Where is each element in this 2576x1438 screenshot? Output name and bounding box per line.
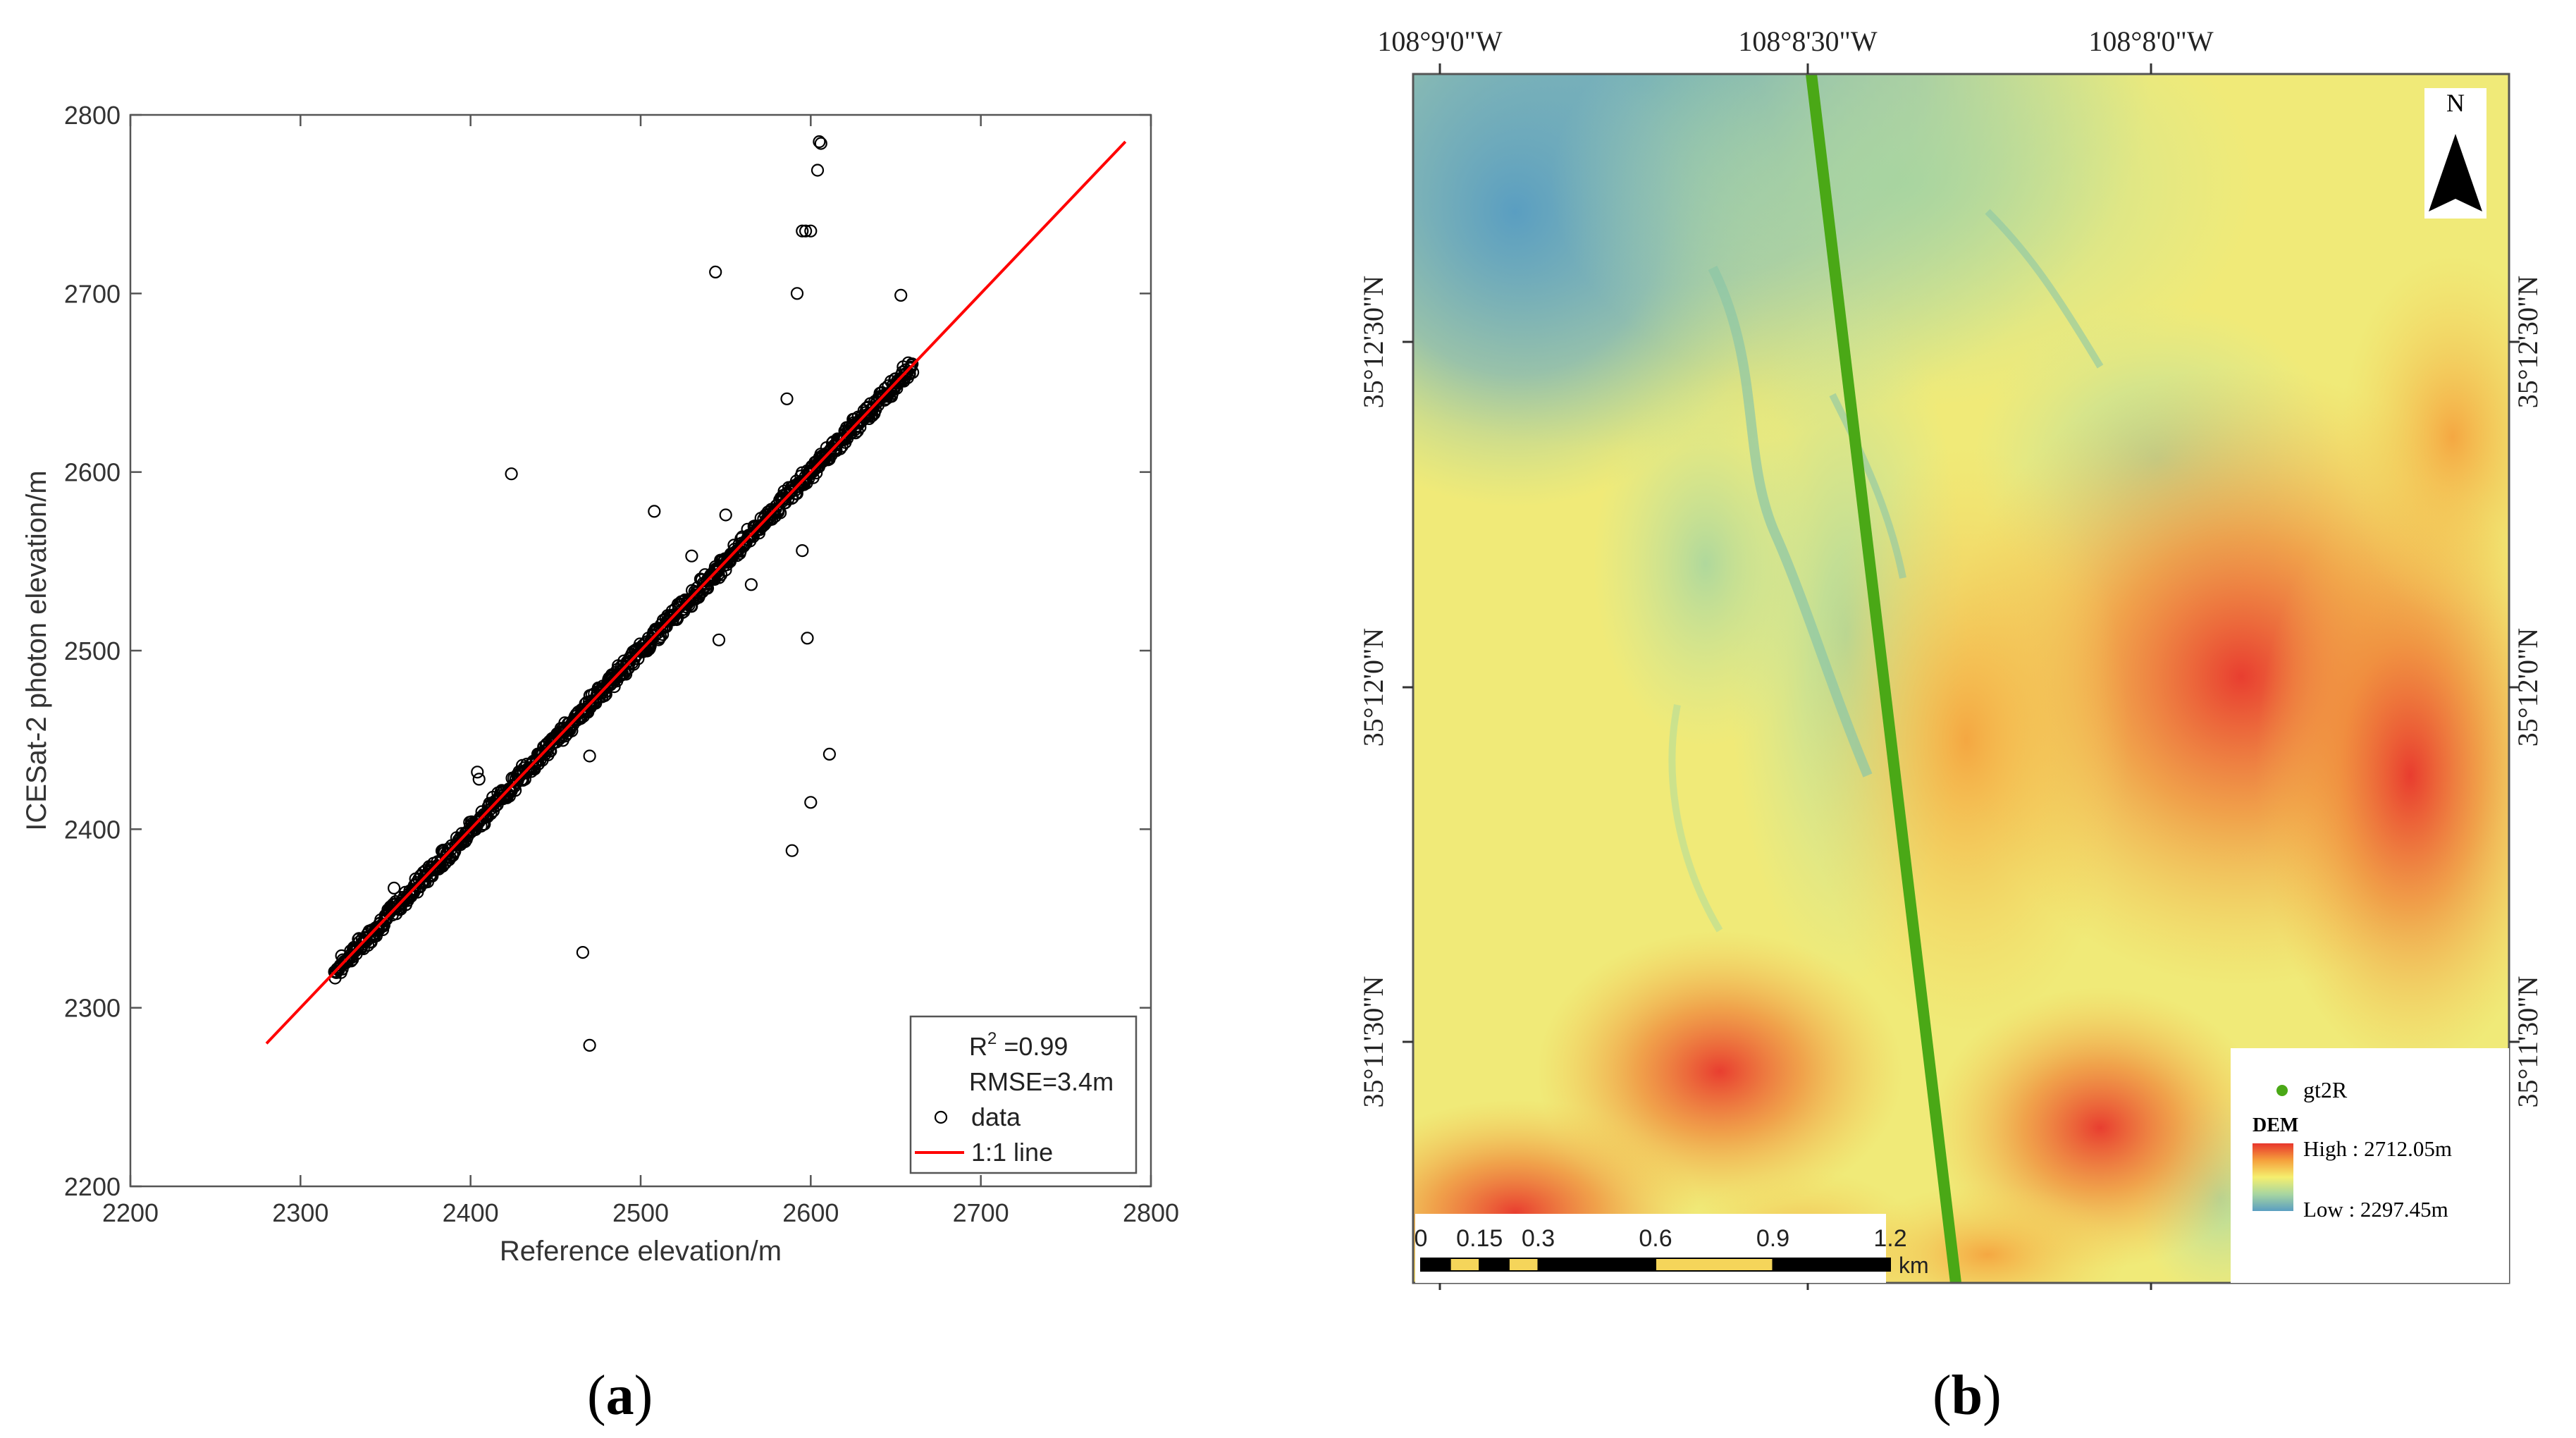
scale-bar-label: 0.15 <box>1456 1225 1503 1252</box>
data-point <box>811 164 825 177</box>
data-point <box>583 749 596 763</box>
panel-label-b: (b) <box>1933 1365 2002 1427</box>
data-point <box>576 945 590 959</box>
dem-high-label: High : 2712.05m <box>2303 1136 2452 1161</box>
x-tick-label: 2600 <box>782 1198 839 1227</box>
data-point <box>709 265 722 278</box>
top-lon-label: 108°8'0"W <box>2088 25 2214 57</box>
left-lat-label: 35°12'0"N <box>1357 628 1389 746</box>
rmse-stat: RMSE=3.4m <box>969 1067 1114 1096</box>
gt2r-track <box>1806 73 1961 1284</box>
scale-bar-unit: km <box>1899 1253 1929 1278</box>
y-tick-label: 2400 <box>64 815 121 844</box>
legend-box <box>909 1015 1138 1174</box>
data-point <box>361 938 375 952</box>
scale-bar-segment <box>1772 1258 1891 1272</box>
y-tick-label: 2800 <box>64 101 121 130</box>
r2-stat: R2 =0.99 <box>969 1029 1068 1061</box>
dem-color-ramp <box>2253 1143 2293 1211</box>
y-tick-label: 2300 <box>64 994 121 1023</box>
one-to-one-line <box>265 140 1127 1045</box>
north-label: N <box>2446 89 2465 117</box>
legend-line-label: 1:1 line <box>971 1138 1053 1167</box>
y-tick-label: 2600 <box>64 458 121 487</box>
map-legend: gt2R DEM High : 2712.05m Low : 2297.45m <box>2231 1048 2509 1283</box>
scale-bar-label: 1.2 <box>1873 1225 1906 1252</box>
data-point <box>608 672 622 686</box>
panel-label-a: (a) <box>587 1365 653 1427</box>
scatter-marks <box>265 135 1127 1052</box>
data-point <box>472 773 486 786</box>
data-point <box>799 224 813 238</box>
scale-bar-segment <box>1449 1258 1481 1272</box>
top-lon-label: 108°9'0"W <box>1377 25 1503 57</box>
data-point <box>744 578 758 591</box>
scatter-axes: 2200 2300 2400 2500 2600 2700 2800 2200 2300 2400… <box>21 101 1179 1267</box>
data-point <box>790 287 804 300</box>
x-tick-label: 2700 <box>953 1198 1009 1227</box>
data-point <box>648 505 661 518</box>
map-coordinate-labels: 108°9'0"W108°8'30"W108°8'0"W108°9'0"W108… <box>1357 25 2544 1290</box>
data-point <box>478 818 491 831</box>
gt2r-legend-label: gt2R <box>2303 1077 2348 1102</box>
data-point <box>471 766 484 779</box>
north-arrow: N <box>2424 88 2486 219</box>
data-point <box>719 508 732 522</box>
data-point <box>804 796 818 809</box>
data-point <box>813 135 826 149</box>
x-tick-label: 2200 <box>102 1198 159 1227</box>
data-point <box>822 747 837 761</box>
scale-bar-segment <box>1655 1258 1774 1272</box>
data-point <box>801 632 814 645</box>
scale-bar-label: 0.9 <box>1756 1225 1789 1252</box>
scale-bar-label: 0.6 <box>1639 1225 1672 1252</box>
scale-bar-segment <box>1420 1258 1451 1272</box>
scale-bar-label: 0.3 <box>1522 1225 1555 1252</box>
scatter-legend: R2 =0.99 RMSE=3.4m data 1:1 line <box>909 1015 1138 1174</box>
data-point <box>796 543 809 558</box>
left-lat-label: 35°11'30"N <box>1357 976 1389 1108</box>
top-lon-label: 108°8'30"W <box>1738 25 1878 57</box>
dem-map: N gt2R DEM High : 2712.05m Low : 2297.45… <box>1357 25 2544 1290</box>
data-point <box>785 844 799 857</box>
left-lat-label: 35°12'30"N <box>1357 276 1389 408</box>
data-point <box>894 288 908 302</box>
data-point <box>804 224 818 238</box>
data-point <box>583 1038 596 1052</box>
legend-data-marker <box>934 1110 948 1124</box>
data-point <box>714 568 728 582</box>
x-tick-label: 2400 <box>443 1198 499 1227</box>
data-point <box>387 881 401 895</box>
y-tick-label: 2700 <box>64 279 121 308</box>
scale-bar: 0 0.15 0.3 0.6 0.9 1.2km <box>1415 1214 1929 1283</box>
map-frame <box>1412 73 2510 1284</box>
data-point <box>685 549 698 563</box>
scale-bar-segment <box>1479 1258 1510 1272</box>
y-tick-label: 2500 <box>64 637 121 665</box>
gt2r-legend-marker <box>2276 1085 2288 1096</box>
scale-bar-segment <box>1537 1258 1656 1272</box>
x-axis-label: Reference elevation/m <box>500 1236 782 1267</box>
y-axis-label: ICESat-2 photon elevation/m <box>21 470 52 830</box>
scale-bar-label: 0 <box>1415 1225 1428 1252</box>
dem-legend-title: DEM <box>2253 1114 2298 1136</box>
dem-raster <box>1413 74 2509 1283</box>
x-tick-label: 2800 <box>1123 1198 1179 1227</box>
x-tick-label: 2500 <box>612 1198 669 1227</box>
dem-low-label: Low : 2297.45m <box>2303 1197 2448 1222</box>
data-point <box>906 357 919 371</box>
data-point <box>712 633 726 646</box>
data-point <box>780 392 794 405</box>
scale-bar-segment <box>1508 1258 1539 1272</box>
data-point <box>796 224 809 238</box>
data-point <box>814 137 827 150</box>
x-tick-label: 2300 <box>272 1198 328 1227</box>
scatter-chart: 2200 2300 2400 2500 2600 2700 2800 2200 2300 2400… <box>21 101 1179 1267</box>
data-point <box>505 467 518 481</box>
y-tick-label: 2200 <box>64 1172 121 1201</box>
legend-data-label: data <box>971 1102 1021 1131</box>
